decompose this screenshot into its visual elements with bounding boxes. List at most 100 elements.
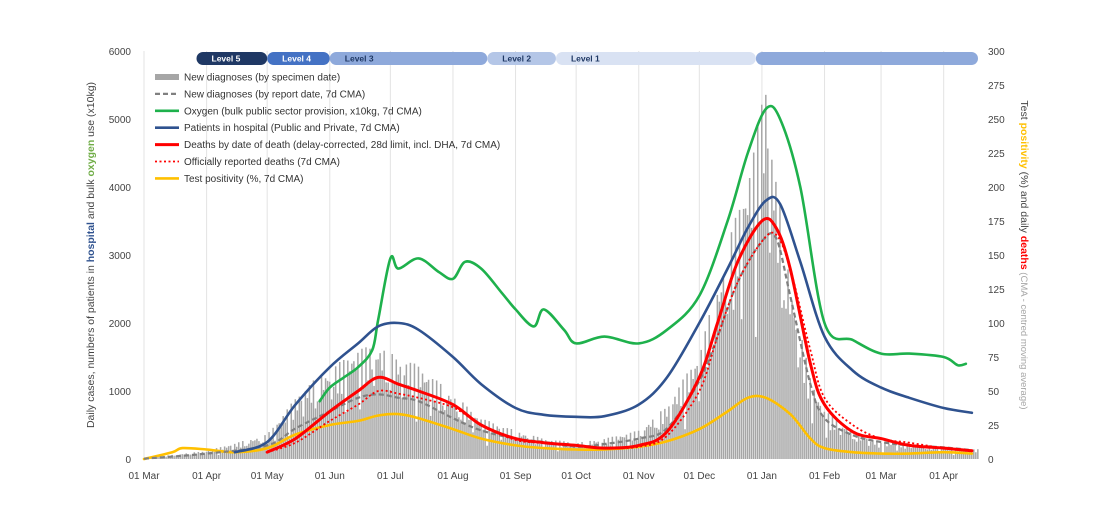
bar-new-diagnoses bbox=[270, 437, 272, 459]
bar-new-diagnoses bbox=[599, 446, 601, 459]
bar-new-diagnoses bbox=[542, 448, 545, 459]
bar-new-diagnoses bbox=[754, 336, 757, 459]
bar-new-diagnoses bbox=[763, 173, 765, 459]
bar-new-diagnoses bbox=[369, 348, 371, 459]
x-tick-label: 01 Mar bbox=[866, 471, 898, 482]
bar-new-diagnoses bbox=[837, 428, 840, 459]
level-label-level-5: Level 5 bbox=[212, 54, 241, 64]
bar-new-diagnoses bbox=[694, 368, 696, 459]
bar-new-diagnoses bbox=[799, 357, 801, 459]
bar-new-diagnoses bbox=[377, 359, 379, 459]
bar-new-diagnoses bbox=[399, 366, 402, 459]
bar-new-diagnoses bbox=[340, 393, 343, 459]
bar-new-diagnoses bbox=[934, 448, 937, 459]
bar-new-diagnoses bbox=[268, 432, 270, 459]
bar-new-diagnoses bbox=[363, 387, 365, 459]
bar-new-diagnoses bbox=[256, 438, 258, 459]
y-right-tick-label: 300 bbox=[988, 47, 1005, 58]
bar-new-diagnoses bbox=[557, 451, 559, 459]
bar-new-diagnoses bbox=[805, 357, 807, 459]
bar-new-diagnoses bbox=[793, 317, 795, 459]
bar-new-diagnoses bbox=[587, 446, 589, 459]
bar-new-diagnoses bbox=[720, 292, 723, 459]
bar-new-diagnoses bbox=[217, 454, 220, 459]
y-right-tick-label: 25 bbox=[988, 421, 1000, 432]
bar-new-diagnoses bbox=[353, 361, 355, 459]
bar-new-diagnoses bbox=[734, 217, 737, 459]
bar-new-diagnoses bbox=[443, 410, 446, 459]
bar-new-diagnoses bbox=[914, 444, 916, 459]
bar-new-diagnoses bbox=[359, 409, 361, 459]
bar-new-diagnoses bbox=[343, 359, 345, 459]
bar-new-diagnoses bbox=[591, 444, 593, 459]
bar-new-diagnoses bbox=[651, 419, 654, 459]
bar-new-diagnoses bbox=[730, 232, 733, 459]
axis-title-segment: Test bbox=[1018, 100, 1030, 122]
bar-new-diagnoses bbox=[316, 401, 319, 459]
bar-new-diagnoses bbox=[791, 301, 793, 459]
axis-title-segment: positivity bbox=[1018, 123, 1030, 169]
bar-new-diagnoses bbox=[704, 331, 706, 459]
bar-new-diagnoses bbox=[833, 429, 836, 459]
bar-new-diagnoses bbox=[351, 363, 353, 459]
x-tick-label: 01 Aug bbox=[437, 471, 468, 482]
bar-new-diagnoses bbox=[579, 446, 581, 459]
bar-new-diagnoses bbox=[415, 421, 418, 459]
bar-new-diagnoses bbox=[514, 439, 517, 459]
bar-new-diagnoses bbox=[736, 276, 739, 459]
bar-new-diagnoses bbox=[876, 441, 878, 459]
bar-new-diagnoses bbox=[785, 308, 787, 459]
bar-new-diagnoses bbox=[938, 451, 941, 459]
bar-new-diagnoses bbox=[752, 152, 755, 460]
bar-new-diagnoses bbox=[732, 309, 735, 459]
bar-new-diagnoses bbox=[827, 413, 830, 459]
bar-new-diagnoses bbox=[746, 215, 749, 459]
bar-new-diagnoses bbox=[635, 440, 638, 459]
level-label-level-2: Level 2 bbox=[502, 54, 531, 64]
bar-new-diagnoses bbox=[870, 441, 872, 459]
bar-new-diagnoses bbox=[181, 454, 183, 459]
bar-new-diagnoses bbox=[672, 404, 674, 459]
bar-new-diagnoses bbox=[690, 369, 692, 459]
bar-new-diagnoses bbox=[700, 349, 702, 459]
bar-new-diagnoses bbox=[401, 397, 404, 459]
axis-title-segment: oxygen bbox=[85, 140, 97, 177]
bar-new-diagnoses bbox=[345, 412, 347, 459]
legend-item-test-positivity-7d-cma: Test positivity (%, 7d CMA) bbox=[155, 174, 303, 185]
bar-new-diagnoses bbox=[967, 453, 969, 459]
bar-new-diagnoses bbox=[383, 350, 385, 459]
bar-new-diagnoses bbox=[478, 424, 480, 459]
bar-new-diagnoses bbox=[324, 378, 327, 459]
y-right-tick-label: 200 bbox=[988, 183, 1005, 194]
bar-new-diagnoses bbox=[898, 443, 900, 459]
bar-new-diagnoses bbox=[571, 448, 573, 459]
legend-item-patients-in-hospital-public-and-private-7d-cma: Patients in hospital (Public and Private… bbox=[155, 123, 400, 134]
legend-label: Officially reported deaths (7d CMA) bbox=[184, 157, 340, 168]
bar-new-diagnoses bbox=[439, 383, 442, 459]
bar-new-diagnoses bbox=[829, 430, 832, 459]
bar-new-diagnoses bbox=[930, 449, 933, 459]
series-line-new-diagnoses-by-report-date-7d-cma bbox=[143, 232, 973, 460]
x-tick-label: 01 Dec bbox=[683, 471, 715, 482]
legend-label: New diagnoses (by specimen date) bbox=[184, 73, 340, 84]
bar-new-diagnoses bbox=[742, 208, 745, 459]
level-band-level-3 bbox=[329, 52, 488, 65]
bar-new-diagnoses bbox=[894, 443, 896, 459]
x-tick-label: 01 Apr bbox=[929, 471, 959, 482]
bar-new-diagnoses bbox=[765, 94, 767, 459]
x-tick-label: 01 Jan bbox=[747, 471, 777, 482]
legend-label: Test positivity (%, 7d CMA) bbox=[184, 174, 303, 185]
bar-new-diagnoses bbox=[577, 443, 579, 459]
bar-new-diagnoses bbox=[678, 387, 680, 459]
bar-new-diagnoses bbox=[413, 363, 416, 459]
bar-new-diagnoses bbox=[722, 275, 725, 459]
bar-new-diagnoses bbox=[508, 437, 511, 459]
bar-new-diagnoses bbox=[783, 300, 785, 459]
bar-new-diagnoses bbox=[668, 406, 670, 459]
bar-new-diagnoses bbox=[688, 392, 690, 459]
y-right-tick-label: 250 bbox=[988, 115, 1005, 126]
bar-new-diagnoses bbox=[538, 443, 541, 459]
bar-new-diagnoses bbox=[460, 419, 462, 459]
bar-new-diagnoses bbox=[516, 438, 519, 459]
